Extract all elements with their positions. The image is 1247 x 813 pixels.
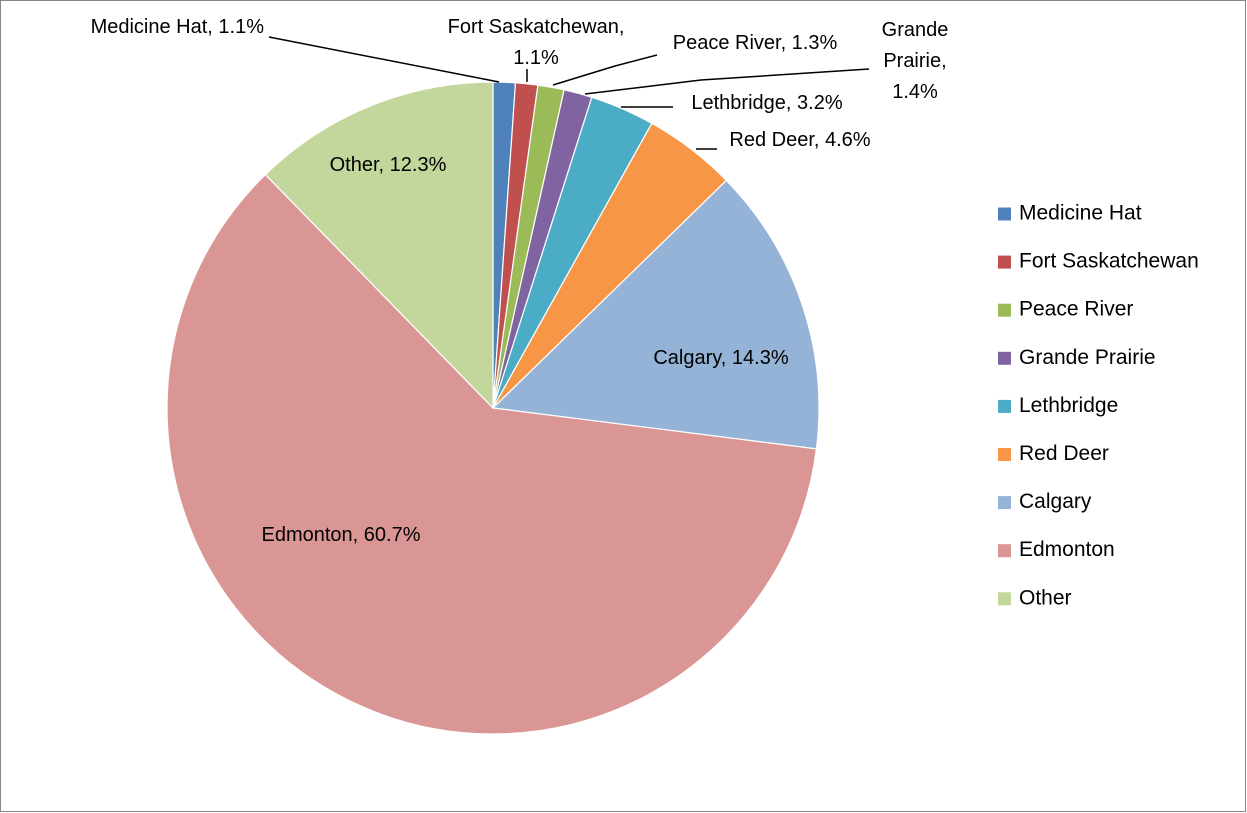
legend-label-medicine-hat: Medicine Hat: [1019, 202, 1142, 225]
pie-slice-other: [264, 81, 494, 410]
leader-line-peace-river: [552, 54, 658, 86]
legend-label-lethbridge: Lethbridge: [1019, 394, 1118, 417]
legend-label-red-deer: Red Deer: [1019, 442, 1109, 465]
leader-line-grande-prairie: [584, 68, 870, 95]
legend-swatch-grande-prairie: [998, 351, 1011, 365]
data-label-lethbridge: Lethbridge, 3.2%: [691, 92, 842, 114]
data-label-medicine-hat: Medicine Hat, 1.1%: [91, 16, 265, 38]
legend-swatch-edmonton: [998, 544, 1011, 558]
legend-label-edmonton: Edmonton: [1019, 538, 1115, 561]
legend-swatch-other: [998, 592, 1011, 606]
legend-label-fort-saskatchewan: Fort Saskatchewan: [1019, 250, 1199, 273]
pie-slice-calgary: [491, 179, 820, 450]
data-label-peace-river: Peace River, 1.3%: [673, 32, 838, 54]
legend-item-lethbridge: Lethbridge: [998, 394, 1118, 417]
data-label-edmonton: Edmonton, 60.7%: [262, 524, 421, 546]
legend-swatch-lethbridge: [998, 399, 1011, 413]
pie-slice-edmonton: [166, 173, 818, 735]
data-label-red-deer: Red Deer, 4.6%: [729, 129, 870, 151]
legend-item-medicine-hat: Medicine Hat: [998, 202, 1142, 225]
data-label-fort-saskatchewan: Fort Saskatchewan, 1.1%: [448, 16, 625, 69]
data-labels: Medicine Hat, 1.1% Fort Saskatchewan, 1.1%…: [91, 16, 949, 546]
legend-label-grande-prairie: Grande Prairie: [1019, 346, 1156, 369]
legend-swatch-calgary: [998, 496, 1011, 510]
legend-label-peace-river: Peace River: [1019, 298, 1133, 321]
pie-slices: [166, 81, 820, 735]
leader-lines: [268, 36, 870, 150]
legend-item-red-deer: Red Deer: [998, 442, 1109, 465]
legend-item-other: Other: [998, 586, 1072, 609]
leader-line-medicine-hat: [268, 36, 500, 83]
data-label-calgary: Calgary, 14.3%: [653, 347, 788, 369]
legend: Medicine Hat Fort Saskatchewan Peace River…: [998, 202, 1199, 609]
data-label-grande-prairie: Grande Prairie, 1.4%: [882, 19, 949, 103]
legend-item-grande-prairie: Grande Prairie: [998, 346, 1156, 369]
legend-swatch-peace-river: [998, 303, 1011, 317]
legend-swatch-fort-saskatchewan: [998, 255, 1011, 269]
legend-item-edmonton: Edmonton: [998, 538, 1115, 561]
legend-swatch-medicine-hat: [998, 207, 1011, 221]
legend-label-other: Other: [1019, 586, 1072, 609]
legend-label-calgary: Calgary: [1019, 490, 1092, 513]
data-label-other: Other, 12.3%: [330, 154, 447, 176]
legend-item-calgary: Calgary: [998, 490, 1092, 513]
legend-item-peace-river: Peace River: [998, 298, 1133, 321]
legend-swatch-red-deer: [998, 448, 1011, 461]
legend-item-fort-saskatchewan: Fort Saskatchewan: [998, 250, 1199, 273]
